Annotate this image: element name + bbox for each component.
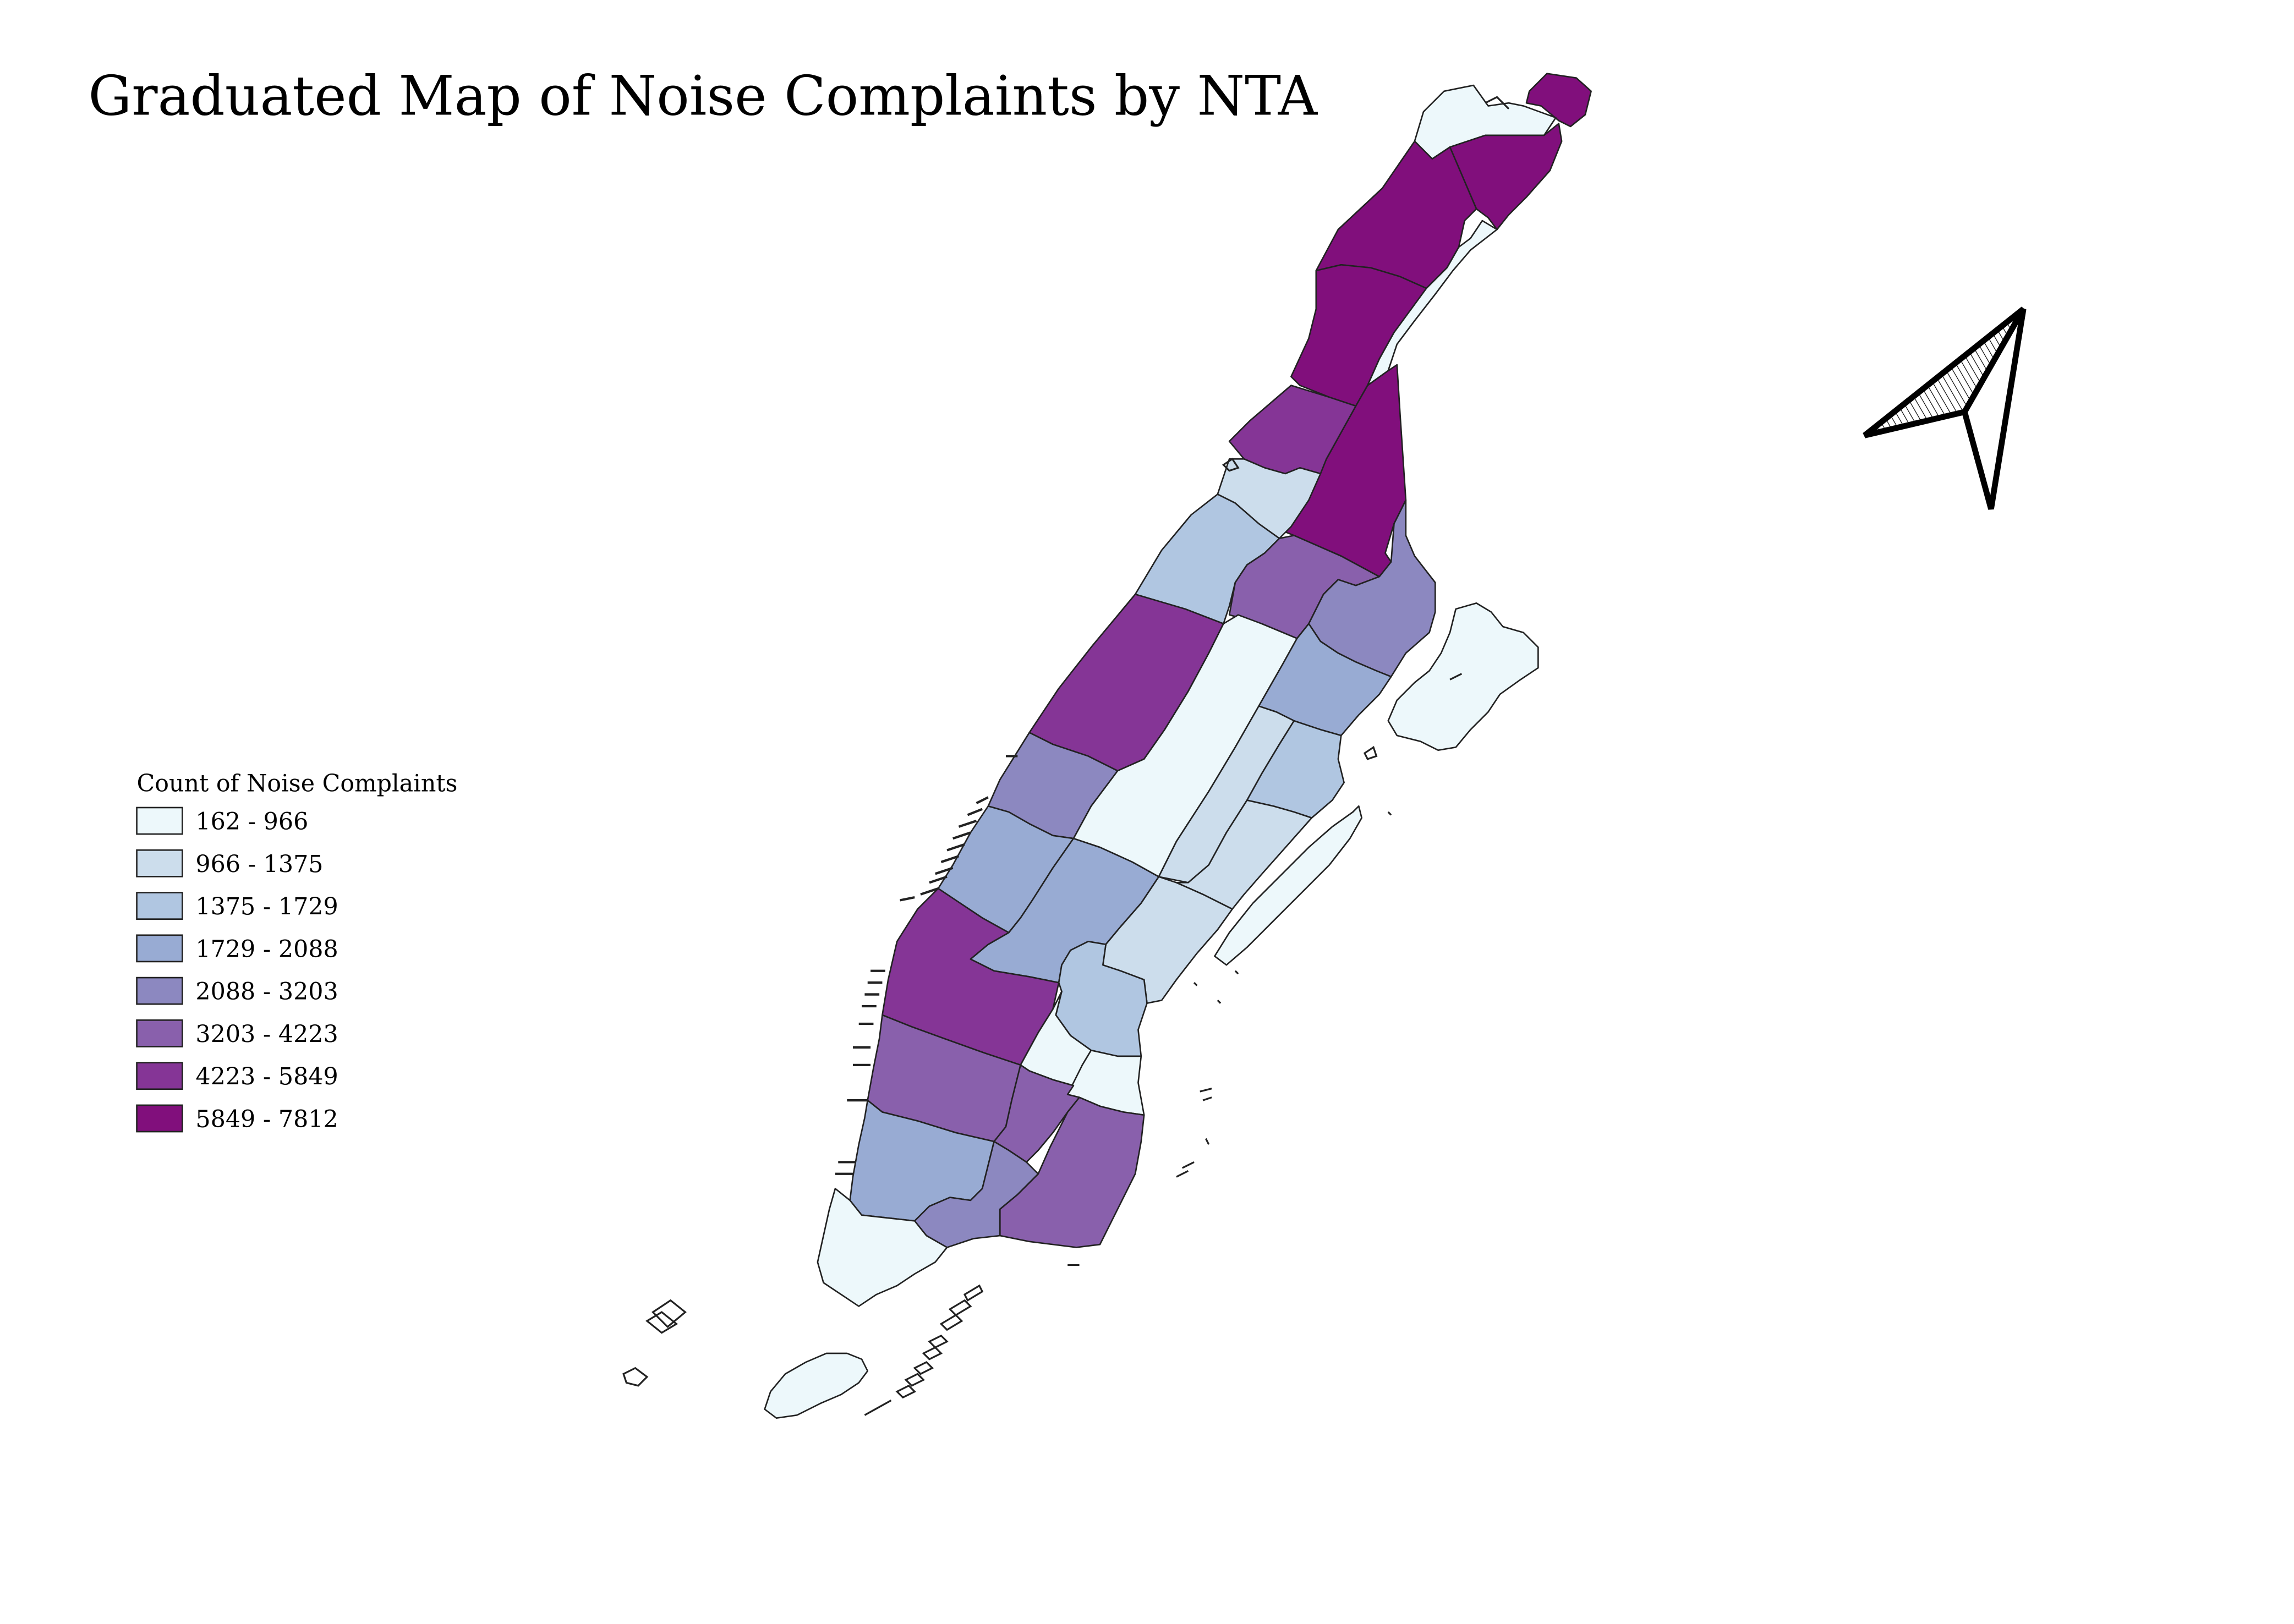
legend-items: 162 - 966 966 - 1375 1375 - 1729 1729 - 208…: [136, 806, 338, 1133]
legend-label: 3203 - 4223: [195, 1021, 338, 1048]
nta-area: [764, 1352, 869, 1419]
nta-area: [1102, 876, 1233, 1004]
legend: Count of Noise Complaints 162 - 966 966 -…: [136, 770, 458, 1133]
nta-area: [1214, 805, 1363, 966]
nta-area: [1134, 493, 1280, 625]
legend-swatch: [136, 849, 183, 877]
nta-area: [1525, 73, 1592, 128]
legend-swatch: [136, 1019, 183, 1047]
nta-area: [1290, 264, 1427, 407]
north-arrow-icon: [1863, 306, 2027, 510]
legend-swatch: [136, 976, 183, 1005]
small-islands: [622, 96, 1510, 1416]
nta-area: [1367, 220, 1498, 386]
nta-area: [1308, 499, 1436, 678]
nta-area: [1449, 123, 1563, 231]
west-piers: [835, 755, 1018, 1175]
legend-label: 966 - 1375: [195, 851, 323, 878]
nta-area: [817, 1188, 948, 1307]
nta-polygons: [764, 73, 1592, 1419]
legend-swatch: [136, 934, 183, 963]
legend-swatch: [136, 1104, 183, 1133]
legend-label: 162 - 966: [195, 808, 308, 836]
legend-label: 1729 - 2088: [195, 936, 338, 963]
legend-label: 4223 - 5849: [195, 1063, 338, 1091]
nta-area: [1175, 799, 1313, 910]
legend-label: 5849 - 7812: [195, 1106, 338, 1133]
legend-label: 1375 - 1729: [195, 893, 338, 921]
legend-title: Count of Noise Complaints: [137, 770, 458, 798]
nta-area: [999, 1096, 1145, 1248]
nta-area: [993, 1064, 1080, 1163]
map-title: Graduated Map of Noise Complaints by NTA: [88, 65, 1318, 128]
nta-area: [1387, 602, 1539, 751]
legend-swatch: [136, 892, 183, 920]
legend-swatch: [136, 1062, 183, 1090]
legend-swatch: [136, 806, 183, 835]
legend-label: 2088 - 3203: [195, 978, 338, 1006]
